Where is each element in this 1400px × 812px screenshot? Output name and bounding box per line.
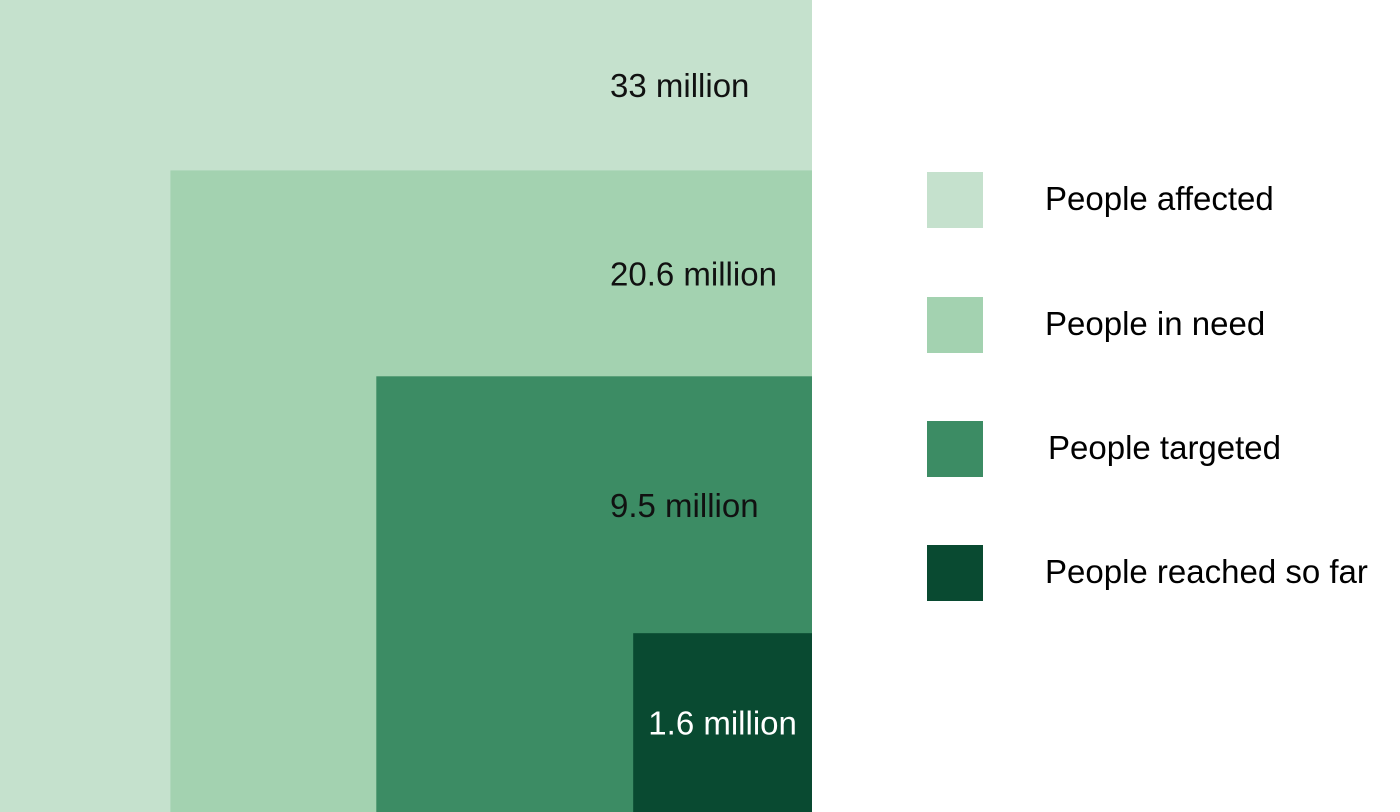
value-label: 9.5 million — [610, 487, 759, 524]
legend-swatch-people-reached-so-far — [927, 545, 983, 601]
value-label: 1.6 million — [648, 705, 797, 742]
legend-item-people-reached-so-far: People reached so far — [927, 545, 1397, 601]
legend-label: People affected — [1045, 180, 1274, 217]
legend: People affected People in need People ta… — [927, 0, 1397, 812]
legend-item-people-affected: People affected — [927, 172, 1397, 228]
value-label: 33 million — [610, 67, 749, 104]
legend-swatch-people-in-need — [927, 297, 983, 353]
legend-label: People targeted — [1048, 429, 1282, 466]
legend-label: People in need — [1045, 305, 1266, 342]
legend-item-people-in-need: People in need — [927, 297, 1397, 353]
legend-swatch-people-targeted — [927, 421, 983, 477]
value-label: 20.6 million — [610, 255, 777, 292]
legend-item-people-targeted: People targeted — [927, 421, 1397, 477]
legend-swatch-people-affected — [927, 172, 983, 228]
square-people-reached-so-far — [633, 633, 812, 812]
legend-label: People reached so far — [1045, 553, 1368, 590]
